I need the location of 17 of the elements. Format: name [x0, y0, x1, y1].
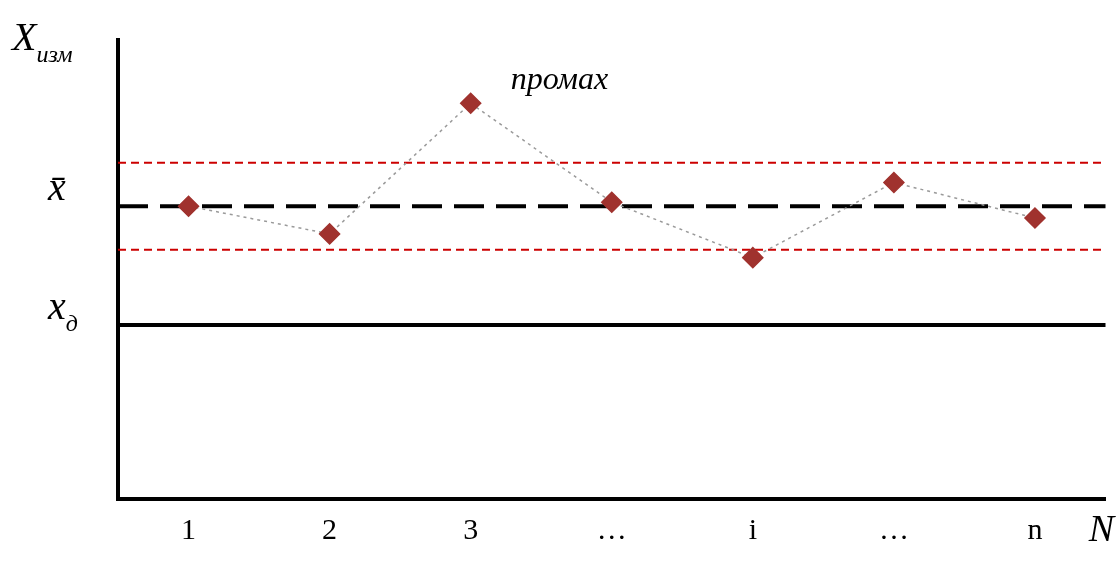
- x-tick-label: …: [878, 511, 909, 545]
- point: [883, 171, 905, 194]
- point: [601, 191, 623, 213]
- x-tick-label: 3: [463, 511, 479, 545]
- point: [742, 246, 764, 269]
- x-tick-label: n: [1027, 511, 1043, 545]
- point: [318, 223, 341, 245]
- annotation: промах: [510, 60, 609, 97]
- ref-line-label: x̄: [47, 164, 66, 210]
- point: [177, 195, 200, 217]
- x-tick-label: …: [596, 511, 627, 545]
- x-axis-title: N: [1087, 507, 1117, 549]
- x-tick-label: 1: [181, 511, 197, 545]
- point: [459, 92, 482, 115]
- x-tick-label: i: [748, 511, 757, 545]
- x-tick-label: 2: [322, 511, 338, 545]
- point: [1024, 207, 1046, 229]
